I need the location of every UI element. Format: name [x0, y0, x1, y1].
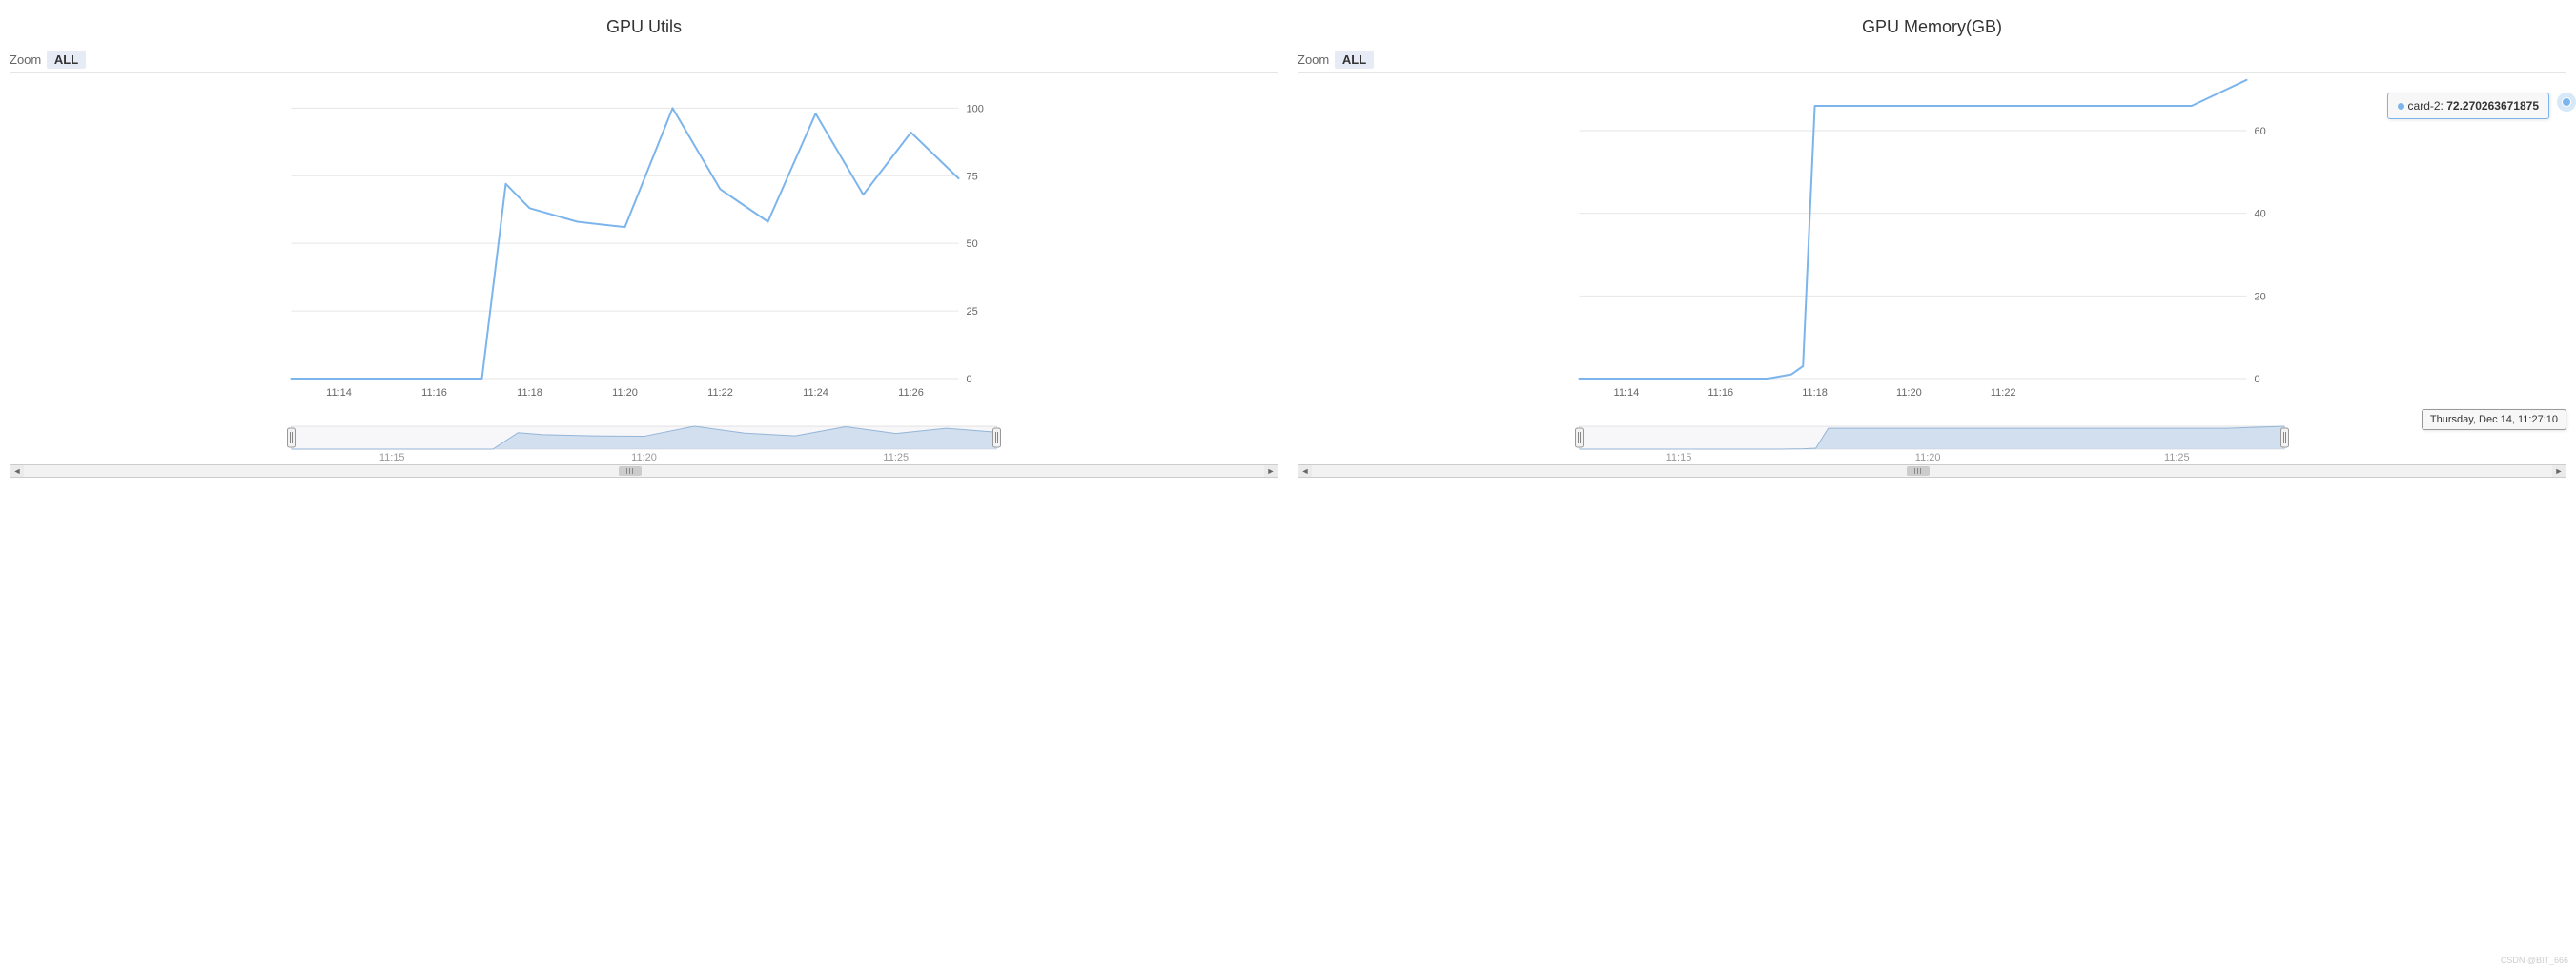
watermark: CSDN @BIT_666	[2501, 956, 2568, 965]
svg-text:11:20: 11:20	[1896, 387, 1922, 399]
scroll-track[interactable]	[24, 465, 1264, 477]
navigator-handle-right[interactable]	[993, 428, 1001, 447]
chart-panel-memory: GPU Memory(GB) Zoom ALL 0 20 40 60 11:14 11:16 1…	[1298, 10, 2566, 478]
svg-text:60: 60	[2255, 126, 2266, 137]
hover-marker-icon	[2557, 93, 2576, 112]
svg-text:100: 100	[967, 103, 984, 114]
zoom-label: Zoom	[1298, 52, 1329, 67]
navigator[interactable]: 11:15 11:20 11:25	[10, 424, 1278, 463]
plot-area[interactable]: 020406011:1411:1611:1811:2011:22card-2: …	[1298, 73, 2566, 407]
scroll-right-button[interactable]: ►	[1264, 465, 1278, 477]
svg-text:11:22: 11:22	[707, 387, 733, 399]
scroll-track[interactable]	[1312, 465, 2552, 477]
navigator[interactable]: 11:15 11:20 11:25	[1298, 424, 2566, 463]
scroll-thumb[interactable]	[1907, 466, 1930, 476]
svg-text:11:14: 11:14	[326, 387, 352, 399]
svg-text:11:18: 11:18	[517, 387, 542, 399]
svg-text:50: 50	[967, 238, 978, 250]
navigator-scrollbar[interactable]: ◄►	[1298, 464, 2566, 478]
svg-text:11:22: 11:22	[1991, 387, 2016, 399]
svg-text:11:26: 11:26	[898, 387, 924, 399]
chart-title: GPU Memory(GB)	[1298, 17, 2566, 37]
zoom-controls: Zoom ALL	[10, 51, 1278, 69]
navigator-handle-right[interactable]	[2281, 428, 2289, 447]
scroll-right-button[interactable]: ►	[2552, 465, 2566, 477]
svg-text:11:20: 11:20	[631, 452, 657, 463]
svg-text:11:15: 11:15	[379, 452, 405, 463]
chart-title: GPU Utils	[10, 17, 1278, 37]
scroll-left-button[interactable]: ◄	[1298, 465, 1312, 477]
chart-panel-utils: GPU Utils Zoom ALL 0 25 50 75 100 11:14 11:16 11:…	[10, 10, 1278, 478]
svg-text:11:18: 11:18	[1802, 387, 1828, 399]
scroll-thumb[interactable]	[619, 466, 642, 476]
svg-text:11:25: 11:25	[883, 452, 909, 463]
svg-text:11:20: 11:20	[612, 387, 638, 399]
navigator-scrollbar[interactable]: ◄►	[10, 464, 1278, 478]
svg-text:11:25: 11:25	[2164, 452, 2190, 463]
scroll-left-button[interactable]: ◄	[10, 465, 24, 477]
plot-area[interactable]: 0 25 50 75 100 11:14 11:16 11:18 11:20 11:22 11:24…	[10, 73, 1278, 407]
svg-text:75: 75	[967, 171, 978, 182]
svg-text:11:14: 11:14	[1614, 387, 1640, 399]
zoom-all-button[interactable]: ALL	[47, 51, 86, 69]
zoom-all-button[interactable]: ALL	[1335, 51, 1374, 69]
svg-text:0: 0	[2255, 374, 2260, 385]
svg-text:11:24: 11:24	[803, 387, 828, 399]
svg-text:11:15: 11:15	[1666, 452, 1692, 463]
navigator-handle-left[interactable]	[288, 428, 296, 447]
svg-text:0: 0	[967, 374, 972, 385]
svg-text:25: 25	[967, 306, 978, 318]
svg-text:20: 20	[2255, 291, 2266, 302]
svg-text:40: 40	[2255, 209, 2266, 220]
zoom-controls: Zoom ALL	[1298, 51, 2566, 69]
svg-text:11:16: 11:16	[1707, 387, 1733, 399]
svg-text:11:16: 11:16	[421, 387, 447, 399]
navigator-handle-left[interactable]	[1576, 428, 1584, 447]
svg-text:11:20: 11:20	[1915, 452, 1941, 463]
zoom-label: Zoom	[10, 52, 41, 67]
